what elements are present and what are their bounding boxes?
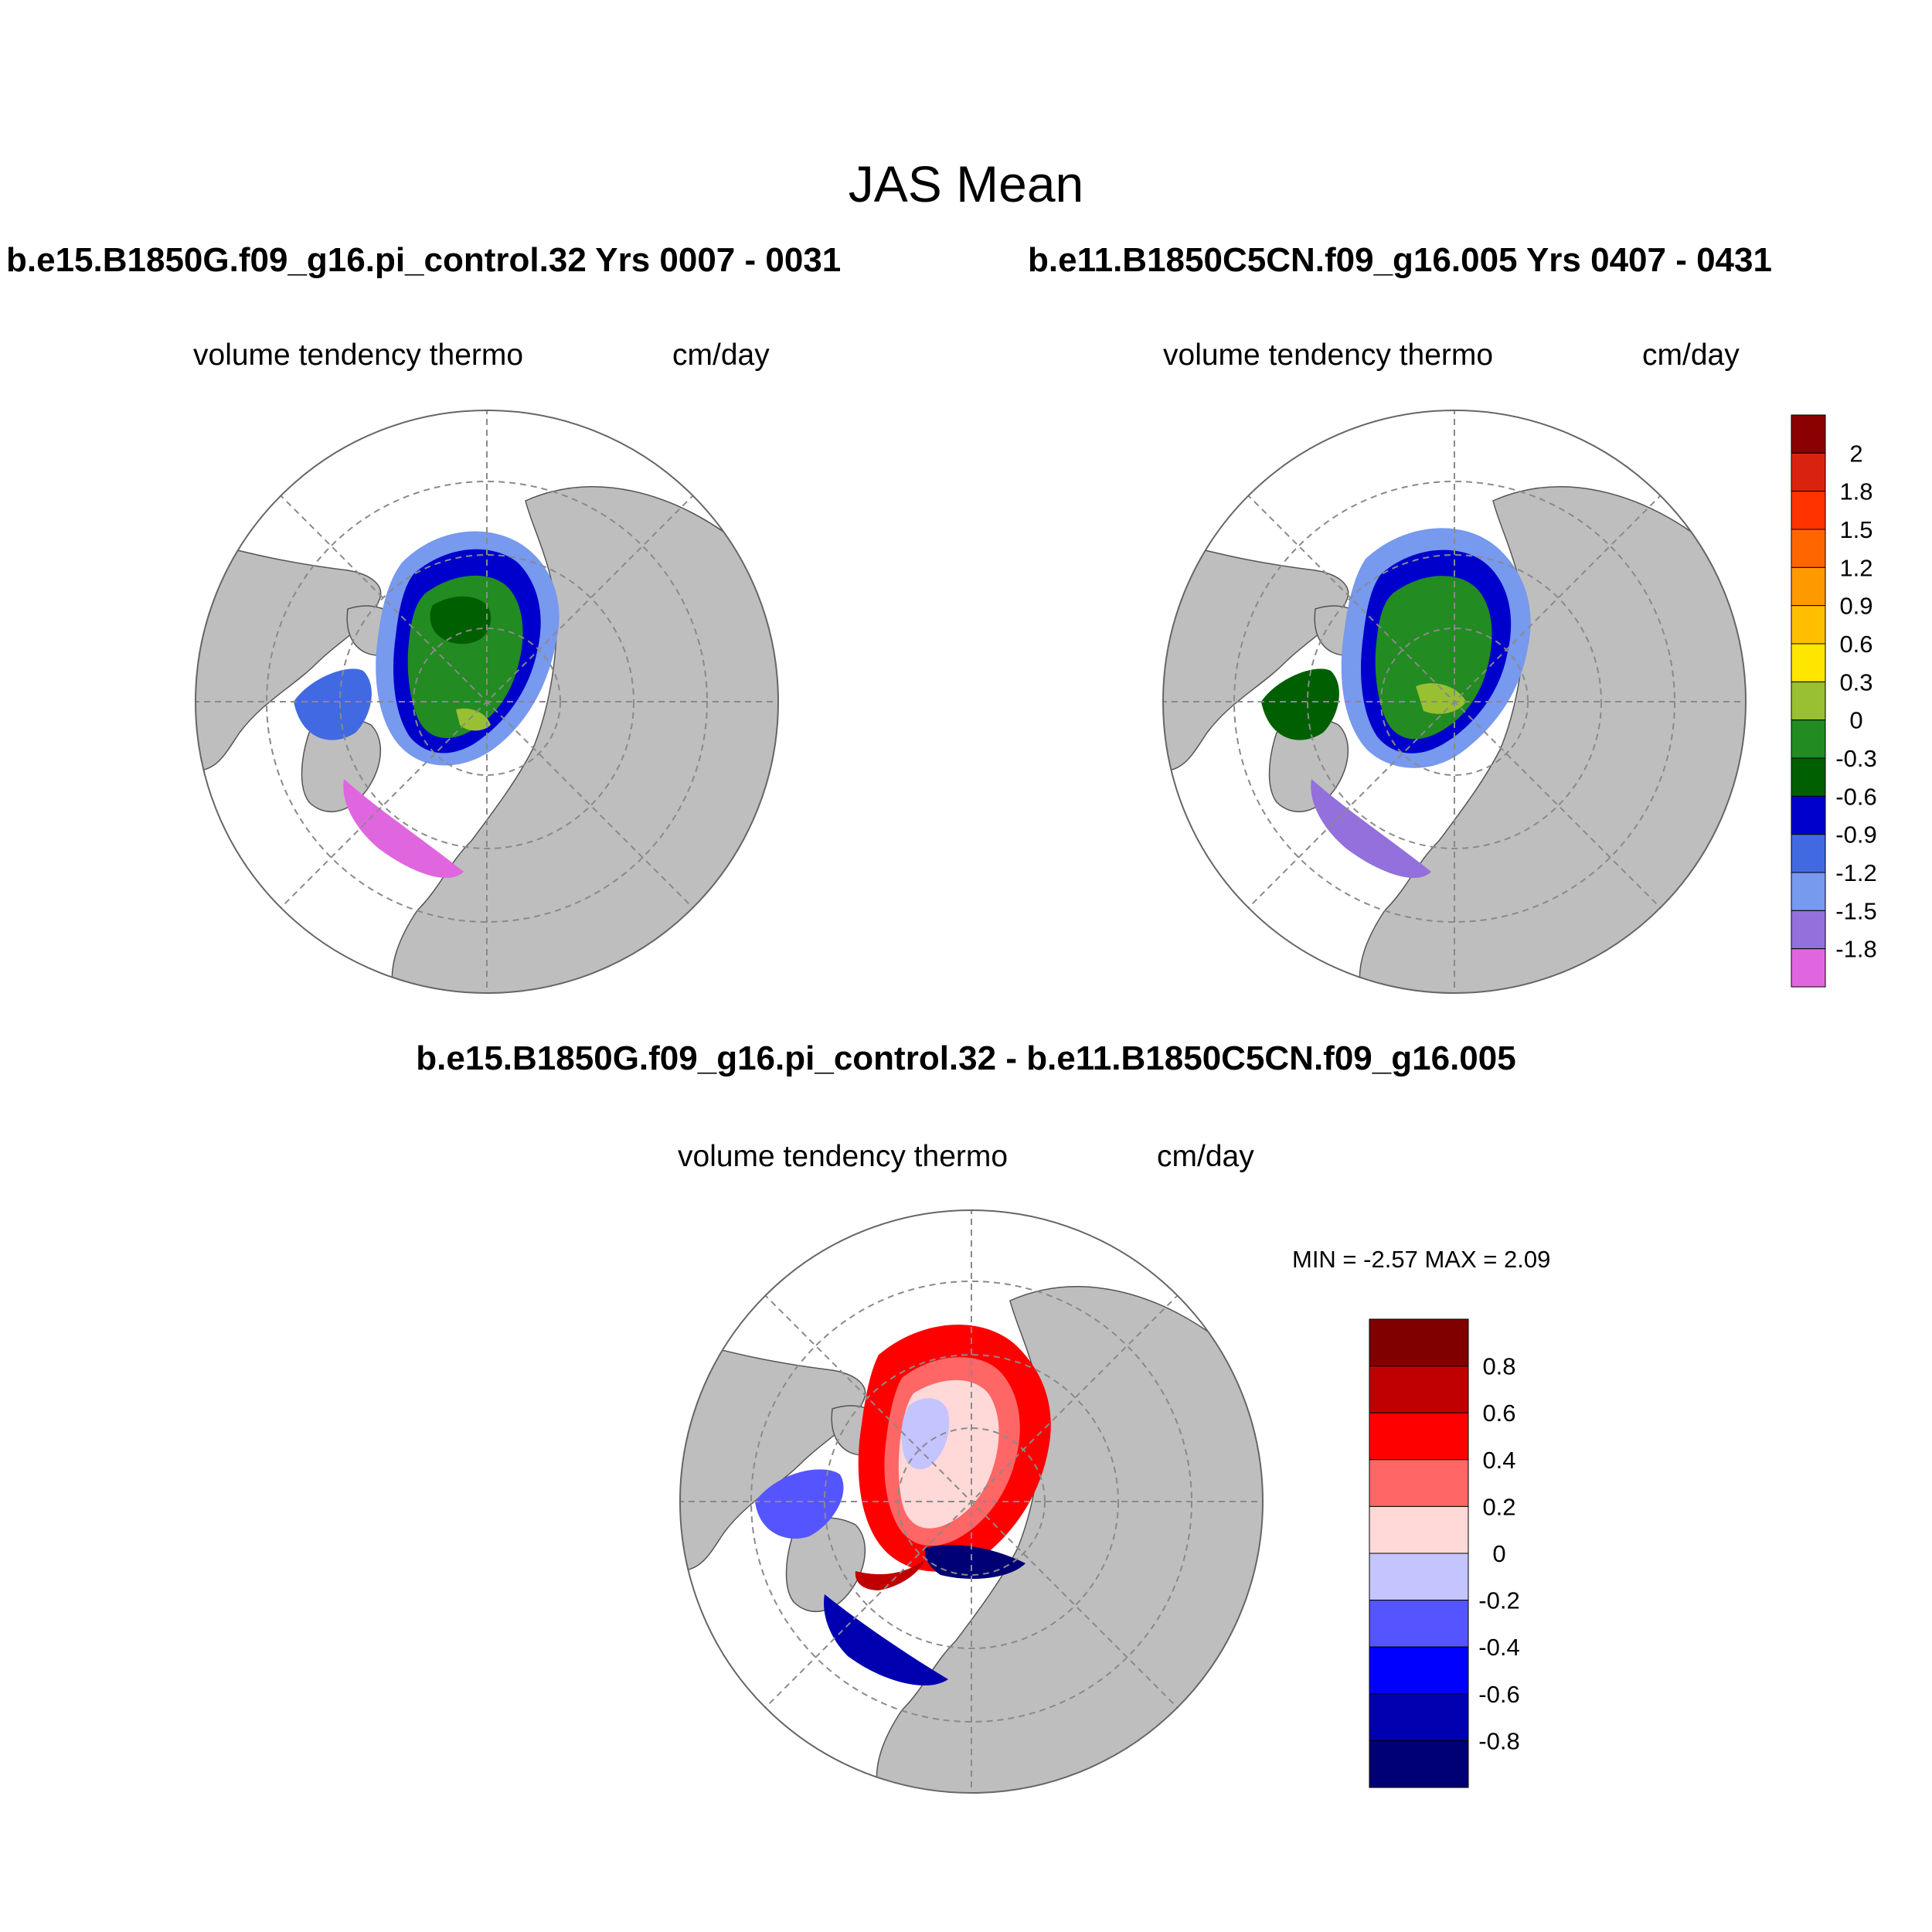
map-border bbox=[679, 1209, 1264, 1794]
main-colorbar-swatch bbox=[1791, 719, 1826, 759]
diff-colorbar-tick-label: 0 bbox=[1492, 1540, 1505, 1567]
main-colorbar-swatch bbox=[1791, 948, 1826, 988]
left-panel-title: b.e15.B1850G.f09_g16.pi_control.32 Yrs 0… bbox=[6, 241, 842, 279]
main-colorbar-swatch bbox=[1791, 872, 1826, 911]
main-colorbar-swatch bbox=[1791, 605, 1826, 645]
diff-colorbar-swatch bbox=[1369, 1459, 1469, 1507]
map-border bbox=[195, 410, 779, 994]
graticule-lines bbox=[680, 1210, 1263, 1793]
main-colorbar-swatch bbox=[1791, 910, 1826, 950]
main-colorbar-tick-label: 1.8 bbox=[1839, 478, 1872, 505]
left-polar-map bbox=[195, 410, 779, 994]
main-colorbar-tick-label: 2 bbox=[1849, 440, 1862, 467]
diff-polar-map bbox=[679, 1209, 1264, 1794]
diff-colorbar-swatch bbox=[1369, 1318, 1469, 1367]
main-colorbar-swatch bbox=[1791, 566, 1826, 607]
main-colorbar-swatch bbox=[1791, 834, 1826, 873]
main-colorbar-swatch bbox=[1791, 414, 1826, 454]
diff-colorbar-swatch bbox=[1369, 1693, 1469, 1741]
diff-colorbar-tick-label: -0.2 bbox=[1478, 1587, 1519, 1614]
main-colorbar-swatch bbox=[1791, 681, 1826, 721]
difference-field bbox=[755, 1325, 1051, 1686]
max-value: 2.09 bbox=[1503, 1246, 1551, 1273]
diff-colorbar-tick-label: -0.6 bbox=[1478, 1681, 1519, 1708]
right-panel-title: b.e11.B1850C5CN.f09_g16.005 Yrs 0407 - 0… bbox=[1028, 241, 1772, 279]
min-label: MIN = bbox=[1292, 1246, 1364, 1273]
main-colorbar-swatch bbox=[1791, 529, 1826, 568]
graticule-lines bbox=[196, 410, 778, 993]
sea-ice-field bbox=[294, 531, 560, 879]
main-colorbar-tick-label: -1.8 bbox=[1835, 936, 1876, 963]
diff-colorbar-swatch bbox=[1369, 1505, 1469, 1554]
max-label: MAX = bbox=[1424, 1246, 1504, 1273]
main-colorbar: 2 1.8 1.5 1.2 0.9 0.6 0.3 0 -0.3 -0.6 -0.9 -1.2 -1.5… bbox=[1791, 414, 1877, 988]
diff-colorbar-tick-label: -0.4 bbox=[1478, 1634, 1519, 1661]
diff-colorbar-tick-label: 0.4 bbox=[1482, 1447, 1515, 1474]
main-colorbar-swatch bbox=[1791, 491, 1826, 530]
diff-colorbar-swatch bbox=[1369, 1366, 1469, 1413]
min-value: -2.57 bbox=[1363, 1246, 1418, 1273]
diff-colorbar-tick-label: 0.8 bbox=[1482, 1353, 1515, 1380]
sea-ice-field bbox=[1261, 528, 1531, 879]
diff-variable-label: volume tendency thermo bbox=[678, 1140, 1009, 1173]
main-colorbar-tick-label: -0.9 bbox=[1835, 821, 1876, 849]
main-colorbar-tick-label: 0.3 bbox=[1839, 668, 1872, 696]
diff-colorbar-swatch bbox=[1369, 1740, 1469, 1788]
main-colorbar-tick-label: -1.2 bbox=[1835, 859, 1876, 886]
diff-colorbar: 0.8 0.6 0.4 0.2 0 -0.2 -0.4 -0.6 -0.8 bbox=[1369, 1318, 1520, 1788]
diff-colorbar-tick-label: 0.6 bbox=[1482, 1400, 1515, 1427]
main-colorbar-tick-label: 0.6 bbox=[1839, 631, 1872, 658]
main-colorbar-tick-label: 0 bbox=[1849, 707, 1862, 734]
diff-colorbar-tick-label: -0.8 bbox=[1478, 1727, 1519, 1754]
diff-panel-title: b.e15.B1850G.f09_g16.pi_control.32 - b.e… bbox=[416, 1039, 1516, 1077]
diff-colorbar-swatch bbox=[1369, 1646, 1469, 1695]
left-units-label: cm/day bbox=[672, 338, 770, 372]
main-colorbar-tick-label: 1.2 bbox=[1839, 554, 1872, 581]
figure-title: JAS Mean bbox=[848, 155, 1084, 213]
right-polar-map bbox=[1162, 410, 1747, 994]
main-colorbar-tick-label: 1.5 bbox=[1839, 516, 1872, 543]
greenland-land bbox=[785, 1517, 866, 1613]
min-max-readout: MIN = -2.57 MAX = 2.09 bbox=[1292, 1246, 1550, 1274]
main-colorbar-tick-label: 0.9 bbox=[1839, 593, 1872, 620]
main-colorbar-tick-label: -0.6 bbox=[1835, 783, 1876, 810]
right-units-label: cm/day bbox=[1642, 338, 1740, 372]
main-colorbar-swatch bbox=[1791, 643, 1826, 682]
diff-units-label: cm/day bbox=[1157, 1140, 1254, 1173]
main-colorbar-tick-label: -1.5 bbox=[1835, 897, 1876, 924]
left-variable-label: volume tendency thermo bbox=[193, 338, 524, 372]
map-border bbox=[1162, 410, 1747, 994]
main-colorbar-swatch bbox=[1791, 757, 1826, 797]
main-colorbar-tick-label: -0.3 bbox=[1835, 745, 1876, 772]
diff-colorbar-swatch bbox=[1369, 1553, 1469, 1601]
right-variable-label: volume tendency thermo bbox=[1163, 338, 1494, 372]
diff-colorbar-tick-label: 0.2 bbox=[1482, 1493, 1515, 1520]
graticule-lines bbox=[1163, 410, 1746, 993]
main-colorbar-swatch bbox=[1791, 795, 1826, 835]
diff-colorbar-swatch bbox=[1369, 1412, 1469, 1461]
diff-colorbar-swatch bbox=[1369, 1600, 1469, 1648]
main-colorbar-swatch bbox=[1791, 452, 1826, 492]
land-masses bbox=[680, 1286, 1263, 1793]
